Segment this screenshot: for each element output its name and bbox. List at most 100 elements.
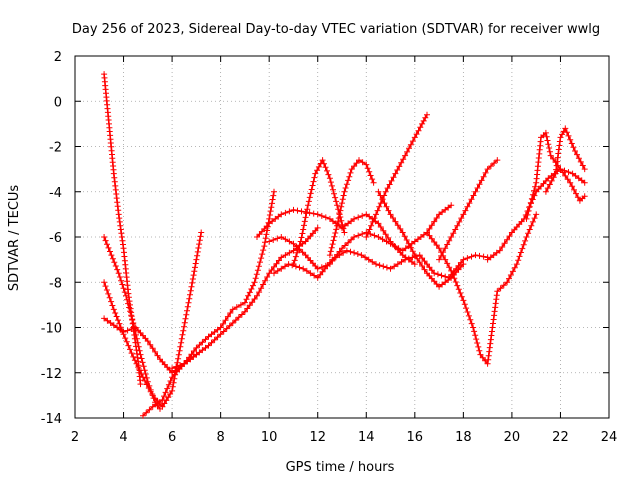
data-point bbox=[371, 232, 378, 239]
data-point bbox=[525, 230, 532, 237]
data-point bbox=[403, 237, 410, 243]
data-point bbox=[298, 234, 305, 241]
data-point bbox=[273, 260, 280, 267]
data-point bbox=[300, 265, 307, 272]
data-point bbox=[115, 317, 121, 324]
data-point bbox=[322, 214, 329, 221]
data-point bbox=[569, 183, 576, 190]
data-point bbox=[315, 163, 322, 170]
data-point bbox=[491, 308, 498, 315]
data-point bbox=[274, 267, 281, 274]
data-point bbox=[245, 292, 252, 299]
data-point bbox=[472, 188, 479, 195]
data-point bbox=[303, 210, 310, 217]
data-point bbox=[295, 246, 302, 253]
data-point bbox=[233, 304, 240, 311]
data-point bbox=[332, 230, 339, 236]
data-point bbox=[411, 134, 418, 141]
data-point bbox=[112, 263, 119, 269]
data-point bbox=[169, 387, 176, 394]
data-point bbox=[138, 355, 145, 362]
data-point bbox=[208, 339, 215, 346]
data-point bbox=[402, 256, 409, 263]
series-arc-3 bbox=[101, 229, 205, 410]
data-point bbox=[305, 198, 312, 205]
data-point bbox=[339, 196, 346, 203]
data-point bbox=[290, 261, 297, 268]
y-tick-label: -10 bbox=[41, 322, 62, 337]
data-point bbox=[199, 339, 206, 346]
data-point bbox=[579, 162, 586, 169]
data-point bbox=[114, 324, 121, 331]
data-point bbox=[398, 258, 405, 265]
data-point bbox=[149, 403, 156, 410]
data-point bbox=[420, 117, 427, 124]
data-point bbox=[121, 289, 128, 296]
data-point bbox=[382, 231, 389, 238]
data-point bbox=[334, 222, 341, 229]
data-point bbox=[189, 279, 196, 286]
data-point bbox=[464, 309, 471, 315]
data-point bbox=[268, 267, 275, 273]
data-point bbox=[282, 209, 289, 216]
data-point bbox=[482, 169, 489, 176]
data-point bbox=[351, 215, 358, 222]
data-point bbox=[278, 265, 285, 272]
data-point bbox=[332, 194, 339, 201]
data-point bbox=[154, 352, 161, 359]
data-point bbox=[269, 196, 276, 203]
data-point bbox=[476, 347, 483, 354]
data-point bbox=[307, 270, 314, 277]
data-point bbox=[346, 173, 353, 180]
data-point bbox=[331, 233, 338, 240]
data-point bbox=[321, 160, 327, 167]
data-point bbox=[415, 127, 422, 134]
data-point bbox=[128, 350, 135, 357]
data-point bbox=[467, 316, 474, 323]
data-point bbox=[424, 229, 430, 236]
data-point bbox=[140, 363, 147, 370]
data-point bbox=[331, 190, 337, 197]
data-point bbox=[417, 124, 424, 131]
data-point bbox=[474, 185, 481, 191]
data-point bbox=[431, 218, 438, 225]
data-point bbox=[341, 188, 348, 195]
data-point bbox=[392, 170, 399, 177]
data-point bbox=[135, 343, 142, 350]
data-point bbox=[497, 285, 504, 292]
data-point bbox=[110, 306, 117, 313]
data-point bbox=[120, 329, 127, 335]
data-point bbox=[330, 237, 337, 244]
data-point bbox=[376, 262, 383, 269]
data-point bbox=[325, 171, 332, 178]
data-point bbox=[289, 262, 296, 269]
data-point bbox=[370, 179, 377, 186]
x-tick-label: 14 bbox=[358, 430, 375, 445]
y-tick-label: -2 bbox=[49, 141, 62, 156]
data-point bbox=[581, 179, 588, 186]
data-point bbox=[500, 282, 507, 289]
data-point bbox=[461, 301, 468, 308]
data-point bbox=[363, 161, 370, 168]
data-point bbox=[545, 175, 552, 182]
data-point bbox=[169, 365, 176, 372]
data-point bbox=[485, 352, 492, 359]
data-point bbox=[302, 214, 309, 221]
data-point bbox=[577, 158, 584, 165]
data-point bbox=[214, 334, 221, 341]
data-point bbox=[506, 275, 512, 282]
data-point bbox=[141, 377, 148, 384]
data-point bbox=[152, 348, 159, 355]
data-point bbox=[229, 306, 236, 313]
data-point bbox=[161, 393, 167, 400]
data-point bbox=[217, 324, 224, 331]
data-point bbox=[193, 256, 200, 263]
data-point bbox=[137, 351, 144, 358]
data-point bbox=[345, 239, 352, 246]
data-point bbox=[176, 347, 183, 354]
data-point bbox=[119, 281, 126, 288]
data-point bbox=[249, 299, 256, 306]
data-point bbox=[522, 237, 529, 244]
data-point bbox=[300, 226, 307, 233]
